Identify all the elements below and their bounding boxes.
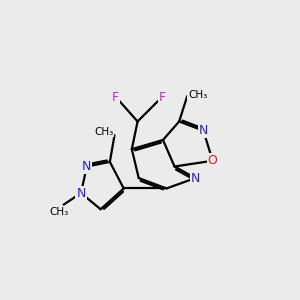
Text: CH₃: CH₃ [50,207,69,217]
Text: F: F [159,91,166,104]
Text: N: N [190,172,200,184]
Text: N: N [82,160,92,173]
Text: O: O [208,154,218,167]
Text: N: N [199,124,208,137]
Text: N: N [76,187,86,200]
Text: CH₃: CH₃ [94,127,114,137]
Text: CH₃: CH₃ [188,90,207,100]
Text: F: F [111,91,118,104]
